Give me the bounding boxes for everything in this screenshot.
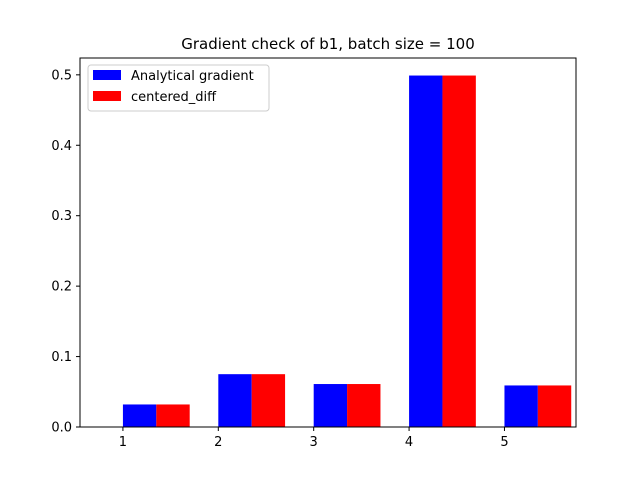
bar-centered-diff-1 [156, 404, 190, 427]
bar-centered-diff-5 [537, 385, 572, 427]
legend-swatch-analytical-gradient [93, 70, 121, 80]
bar-analytical-gradient-2 [218, 374, 252, 427]
bar-analytical-gradient-4 [409, 75, 443, 427]
legend-swatch-centered-diff [93, 91, 121, 101]
bar-centered-diff-2 [251, 374, 286, 427]
x-axis: 1 2 3 4 5 [119, 427, 509, 450]
chart-title: Gradient check of b1, batch size = 100 [181, 35, 475, 53]
bar-analytical-gradient-3 [313, 384, 348, 427]
plot-frame [79, 57, 577, 428]
x-tick-label-3: 3 [310, 435, 318, 450]
x-tick-label-1: 1 [119, 435, 127, 450]
y-tick-label-0.4: 0.4 [51, 139, 72, 154]
y-tick-label-0.3: 0.3 [51, 209, 72, 224]
y-tick-label-0.2: 0.2 [51, 280, 72, 295]
bar-analytical-gradient-1 [122, 404, 157, 427]
y-axis: 0.0 0.1 0.2 0.3 0.4 0.5 [51, 68, 80, 436]
y-tick-label-0.5: 0.5 [51, 68, 72, 83]
x-tick-label-4: 4 [405, 435, 413, 450]
bars-layer [122, 75, 572, 427]
x-tick-label-2: 2 [214, 435, 222, 450]
legend-label-centered-diff: centered_diff [131, 90, 217, 105]
bar-centered-diff-3 [347, 384, 381, 427]
legend-box [87, 64, 270, 112]
bar-centered-diff-4 [442, 75, 476, 427]
bar-analytical-gradient-5 [504, 385, 538, 427]
y-tick-label-0.1: 0.1 [51, 350, 72, 365]
x-tick-label-5: 5 [500, 435, 508, 450]
y-tick-label-0.0: 0.0 [51, 421, 72, 436]
legend: Analytical gradient centered_diff [87, 64, 270, 112]
legend-label-analytical-gradient: Analytical gradient [131, 69, 254, 84]
